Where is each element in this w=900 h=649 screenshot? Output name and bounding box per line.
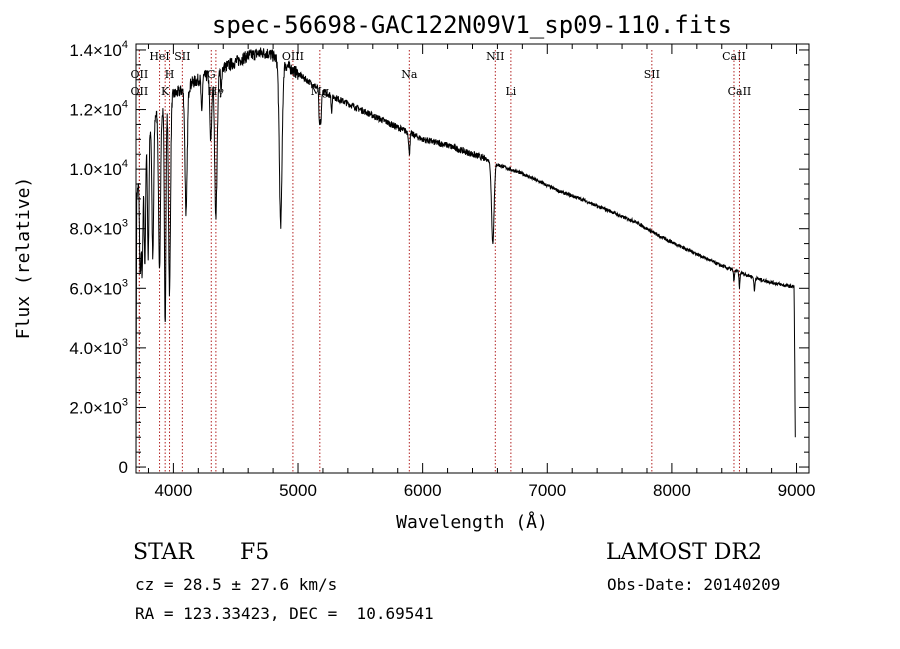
x-tick-label: 6000 <box>404 481 442 500</box>
y-axis: 0 2.0×103 4.0×103 6.0×103 8.0×103 1.0×104 1.2×… <box>69 39 809 477</box>
x-tick-label: 4000 <box>154 481 192 500</box>
object-class: STAR <box>133 540 194 565</box>
line-marker-label: K <box>161 85 170 98</box>
y-tick-label: 4.0×103 <box>69 337 128 358</box>
x-tick-label: 9000 <box>778 481 816 500</box>
line-marker-label: Na <box>401 68 418 81</box>
y-axis-label: Flux (relative) <box>13 177 34 340</box>
coordinates-text: RA = 123.33423, DEC = 10.69541 <box>135 604 434 623</box>
object-subclass: F5 <box>240 540 270 565</box>
y-tick-label: 0 <box>119 458 128 477</box>
y-tick-label: 1.2×104 <box>69 99 128 120</box>
line-marker-label: HeI <box>149 50 169 63</box>
y-tick-label: 1.0×104 <box>69 158 128 179</box>
line-marker-label: OIII <box>282 50 304 63</box>
x-tick-label: 7000 <box>528 481 566 500</box>
survey-name: LAMOST DR2 <box>606 540 762 565</box>
line-marker-label: OII <box>131 85 149 98</box>
line-marker-group: OIIOIIHeIKHSIIGHγOIIIMgNaNIILiSIICaIICaI… <box>131 50 752 473</box>
obs-date-text: Obs-Date: 20140209 <box>607 575 781 594</box>
line-marker-label: NII <box>486 50 504 63</box>
y-tick-label: 2.0×103 <box>69 396 128 417</box>
spectrum-line <box>135 47 796 468</box>
redshift-text: cz = 28.5 ± 27.6 km/s <box>135 575 338 594</box>
chart-title: spec-56698-GAC122N09V1_sp09-110.fits <box>212 11 732 39</box>
x-tick-label: 5000 <box>279 481 317 500</box>
x-tick-label: 8000 <box>653 481 691 500</box>
y-tick-label: 1.4×104 <box>69 39 128 60</box>
line-marker-label: Li <box>505 85 516 98</box>
x-axis: 4000 5000 6000 7000 8000 9000 <box>147 44 816 500</box>
line-marker-label: H <box>165 68 175 81</box>
y-tick-label: 8.0×103 <box>69 218 128 239</box>
line-marker-label: CaII <box>722 50 746 63</box>
x-axis-label: Wavelength (Å) <box>396 511 548 533</box>
line-marker-label: SII <box>174 50 190 63</box>
line-marker-label: G <box>207 68 216 81</box>
y-tick-label: 6.0×103 <box>69 277 128 298</box>
line-marker-label: SII <box>644 68 660 81</box>
spectrum-chart: spec-56698-GAC122N09V1_sp09-110.fits OII… <box>13 11 816 533</box>
line-marker-label: CaII <box>728 85 752 98</box>
